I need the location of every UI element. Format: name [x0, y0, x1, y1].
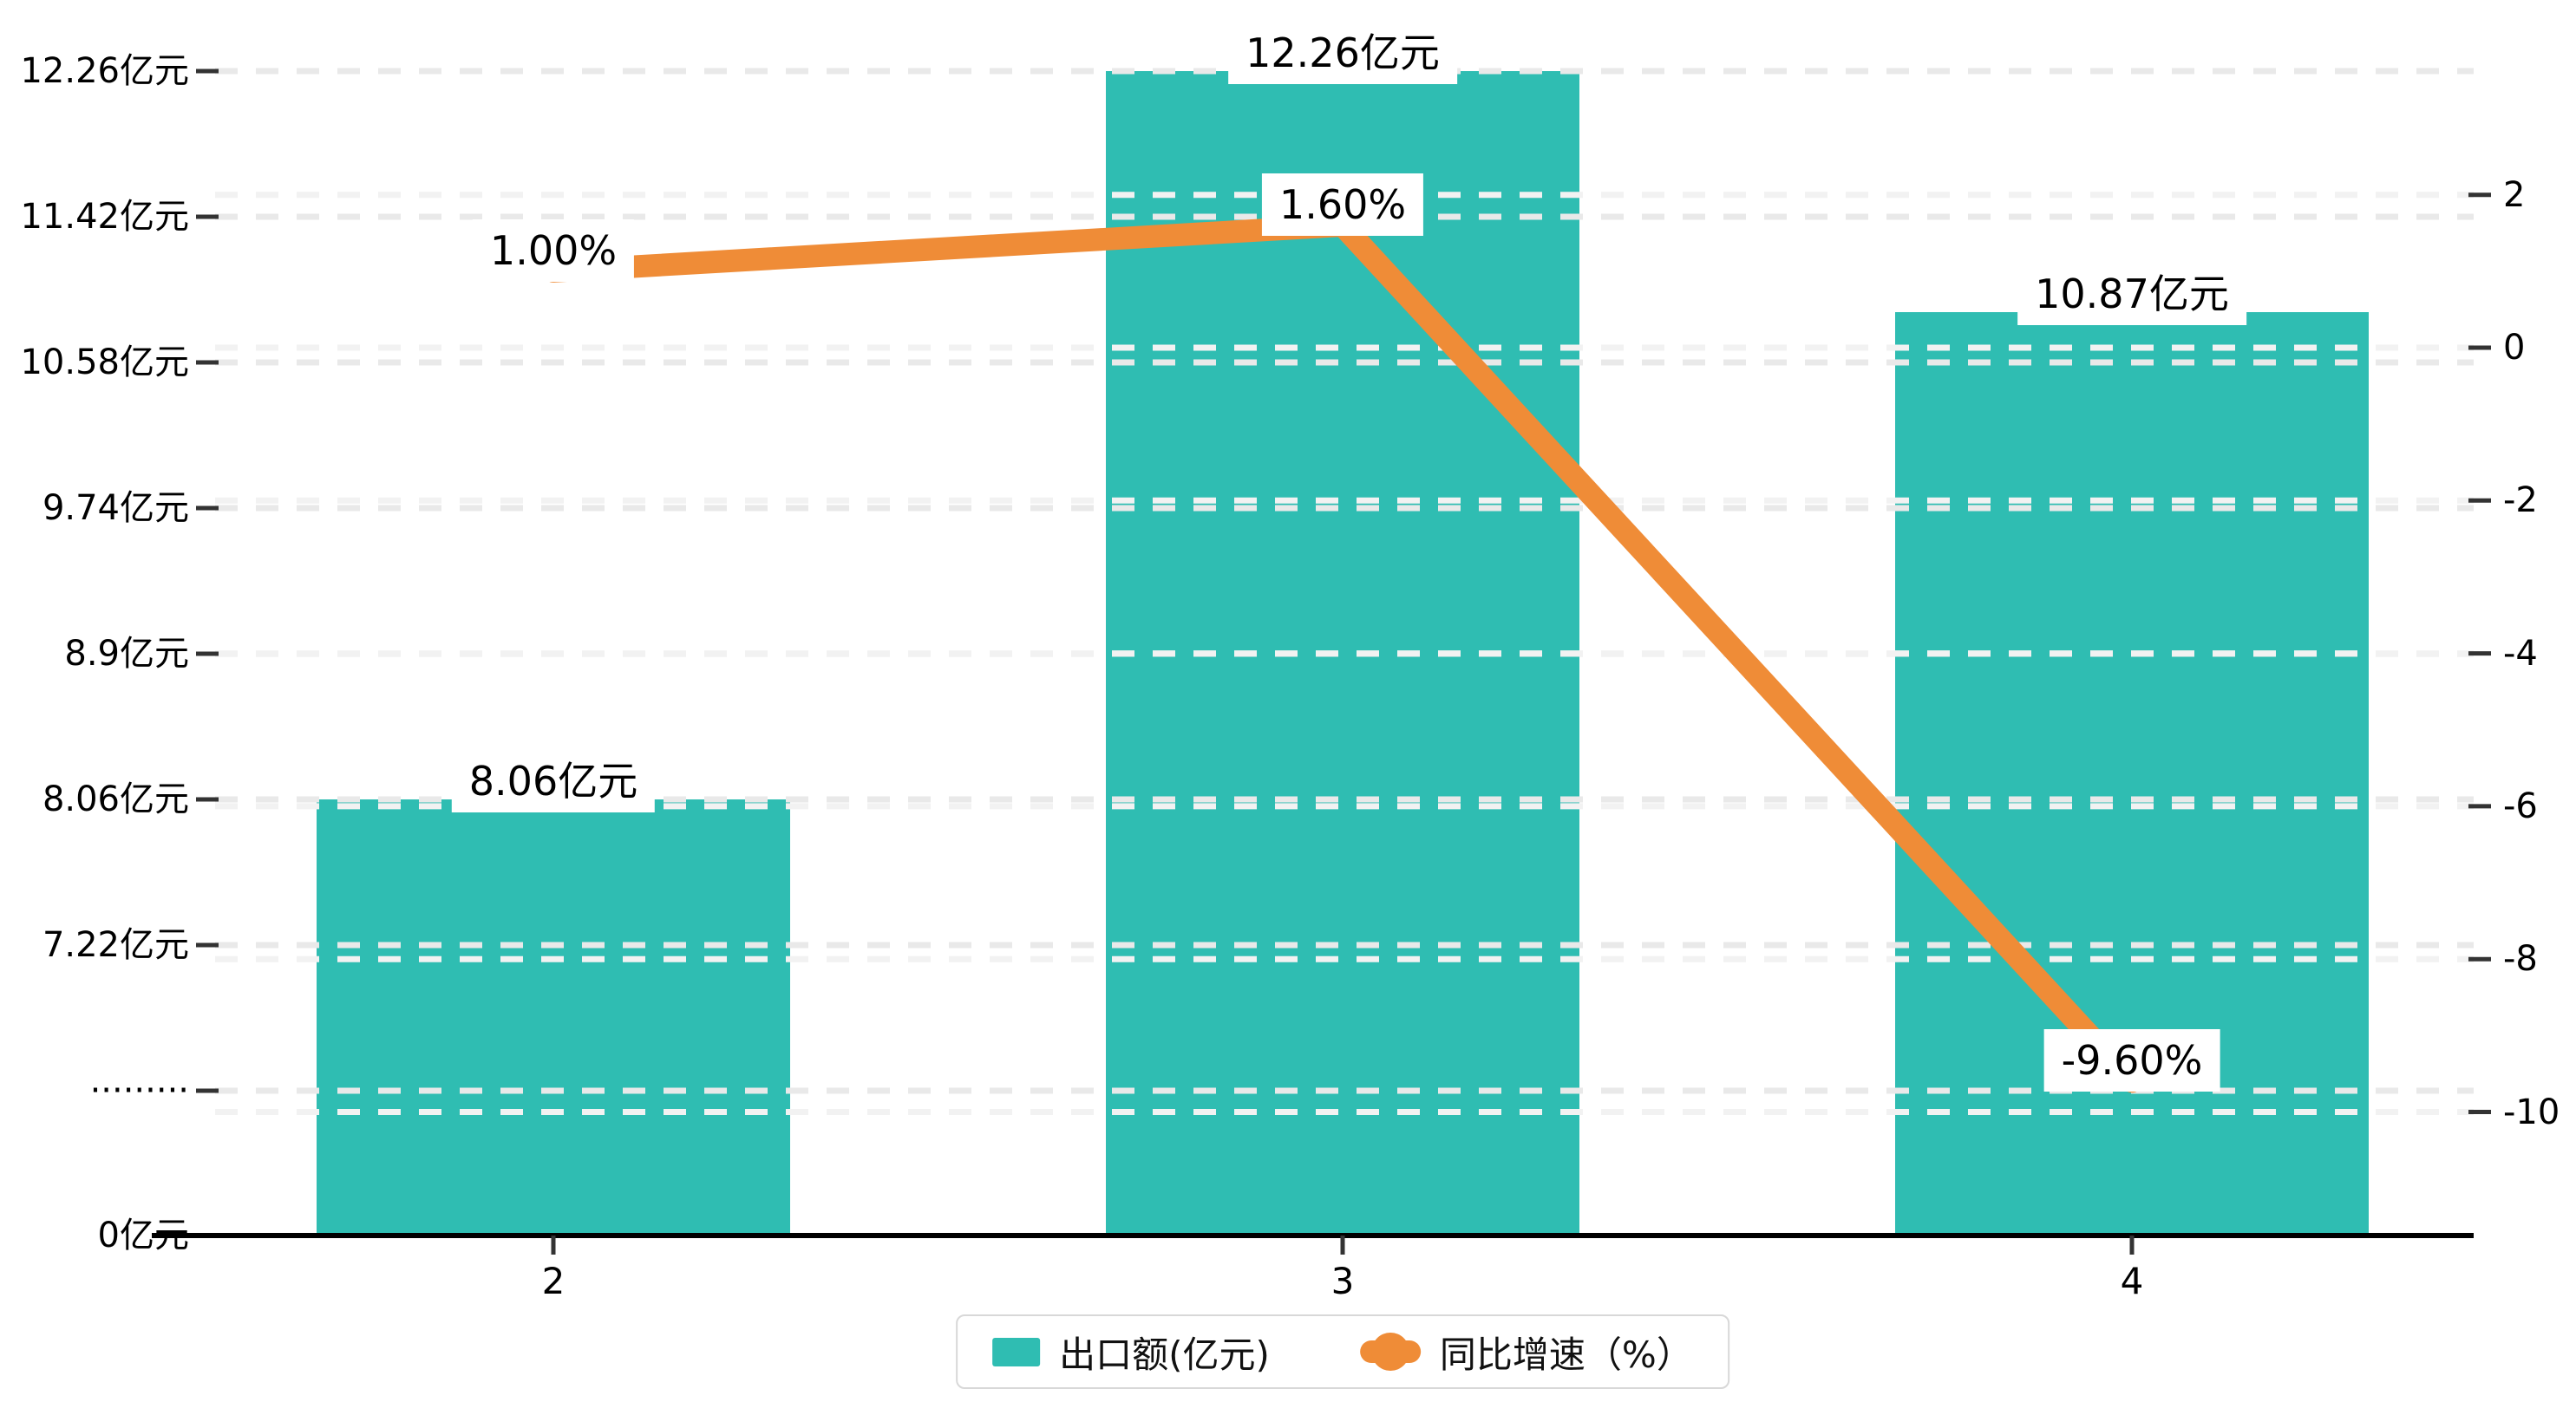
left-axis-label: ·········	[89, 1071, 189, 1111]
bar-value-label: 12.26亿元	[1228, 22, 1457, 84]
right-axis-label: -10	[2503, 1092, 2560, 1132]
line-value-label: 1.60%	[1261, 173, 1424, 236]
legend-item-growth[interactable]: 同比增速（%）	[1359, 1326, 1693, 1379]
left-axis-label: 8.9亿元	[64, 634, 189, 674]
right-axis-label: 2	[2503, 174, 2526, 215]
left-axis-label: 0亿元	[97, 1216, 189, 1255]
bar-value-label: 10.87亿元	[2017, 263, 2246, 325]
left-axis-label: 12.26亿元	[20, 51, 189, 91]
bar-value-label: 8.06亿元	[451, 750, 656, 812]
right-axis-label: -2	[2503, 480, 2538, 521]
right-axis-label: -4	[2503, 633, 2538, 674]
legend-label-growth: 同比增速（%）	[1439, 1333, 1693, 1376]
x-axis-label-2: 2	[541, 1260, 566, 1302]
left-axis-label: 7.22亿元	[42, 925, 189, 965]
legend: 出口额(亿元) 同比增速（%）	[956, 1314, 1729, 1389]
line-value-label: -9.60%	[2043, 1029, 2220, 1092]
legend-label-export: 出口额(亿元)	[1059, 1333, 1270, 1376]
bar-2[interactable]	[317, 799, 790, 1236]
left-axis-label: 11.42亿元	[20, 197, 189, 237]
legend-item-export[interactable]: 出口额(亿元)	[992, 1326, 1270, 1379]
x-axis-label-4: 4	[2120, 1260, 2144, 1302]
right-axis-label: 0	[2503, 328, 2526, 368]
left-axis-label: 10.58亿元	[20, 342, 189, 382]
line-dot-swatch-icon	[1359, 1332, 1421, 1372]
line-value-label: 1.00%	[472, 218, 635, 282]
bar-swatch-icon	[992, 1337, 1041, 1366]
right-axis-label: -6	[2503, 786, 2538, 826]
x-axis-label-3: 3	[1330, 1260, 1355, 1302]
bar-4[interactable]	[1895, 312, 2369, 1236]
left-axis-label: 8.06亿元	[42, 779, 189, 819]
left-axis-label: 9.74亿元	[42, 488, 189, 528]
right-axis-label: -8	[2503, 939, 2538, 980]
